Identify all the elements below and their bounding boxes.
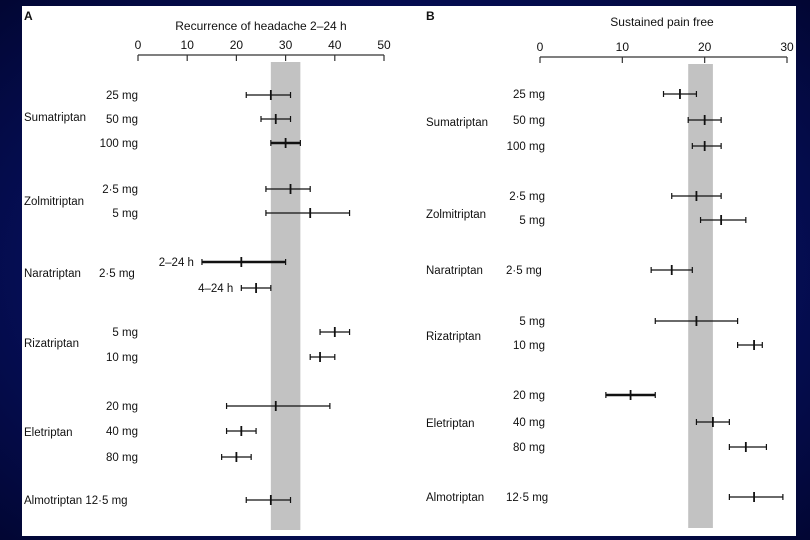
row-label: 2–24 h: [159, 257, 194, 269]
drug-label: Sumatriptan: [426, 117, 488, 129]
forest-plot-figure: 0 10 20 30 40 50 A Recurrence of headache 2–24 …: [22, 6, 796, 536]
row-label: 2·5 mg: [509, 191, 545, 203]
row-label: 100 mg: [100, 138, 138, 150]
x-tick-label: 30: [780, 40, 794, 54]
row-label: 20 mg: [513, 390, 545, 402]
row-label: 20 mg: [106, 401, 138, 413]
row-label: 25 mg: [513, 89, 545, 101]
drug-label: Rizatriptan: [24, 338, 79, 350]
x-tick-label: 10: [616, 40, 630, 54]
row-label: 5 mg: [112, 208, 138, 220]
reference-band: [688, 64, 713, 528]
row-label: 4–24 h: [198, 283, 233, 295]
row-label: 10 mg: [106, 352, 138, 364]
drug-dose-label: 2·5 mg: [506, 265, 542, 277]
x-tick-label: 0: [537, 40, 544, 54]
x-tick-label: 50: [377, 38, 391, 52]
drug-label: Almotriptan: [426, 492, 484, 504]
reference-band: [270, 62, 301, 530]
row-label: 80 mg: [513, 442, 545, 454]
x-tick-label: 30: [279, 38, 293, 52]
x-tick-label: 10: [181, 38, 195, 52]
row-label: 25 mg: [106, 90, 138, 102]
drug-label: Eletriptan: [24, 427, 73, 439]
panel-title: Sustained pain free: [610, 15, 714, 29]
panel-title: Recurrence of headache 2–24 h: [175, 19, 346, 33]
drug-dose-label: 2·5 mg: [99, 268, 135, 280]
x-tick-label: 20: [698, 40, 712, 54]
row-label: 100 mg: [507, 141, 545, 153]
row-label: 2·5 mg: [102, 184, 138, 196]
x-tick-label: 40: [328, 38, 342, 52]
row-label: 50 mg: [106, 114, 138, 126]
drug-dose-label: 12·5 mg: [506, 492, 548, 504]
row-label: 5 mg: [519, 316, 545, 328]
drug-label: Naratriptan: [24, 268, 81, 280]
panel-label: B: [426, 9, 435, 23]
drug-label: Almotriptan 12·5 mg: [24, 495, 128, 507]
x-tick-label: 0: [135, 38, 142, 52]
drug-label: Zolmitriptan: [24, 196, 84, 208]
drug-label: Eletriptan: [426, 418, 475, 430]
panel-label: A: [24, 9, 33, 23]
drug-label: Rizatriptan: [426, 331, 481, 343]
drug-label: Sumatriptan: [24, 112, 86, 124]
drug-label: Zolmitriptan: [426, 209, 486, 221]
row-label: 40 mg: [106, 426, 138, 438]
drug-label: Naratriptan: [426, 265, 483, 277]
row-label: 10 mg: [513, 340, 545, 352]
row-label: 50 mg: [513, 115, 545, 127]
x-tick-label: 20: [230, 38, 244, 52]
row-label: 40 mg: [513, 417, 545, 429]
forest-plot-svg: 0 10 20 30 40 50 A Recurrence of headache 2–24 …: [24, 9, 794, 530]
row-label: 5 mg: [112, 327, 138, 339]
row-label: 5 mg: [519, 215, 545, 227]
row-label: 80 mg: [106, 452, 138, 464]
